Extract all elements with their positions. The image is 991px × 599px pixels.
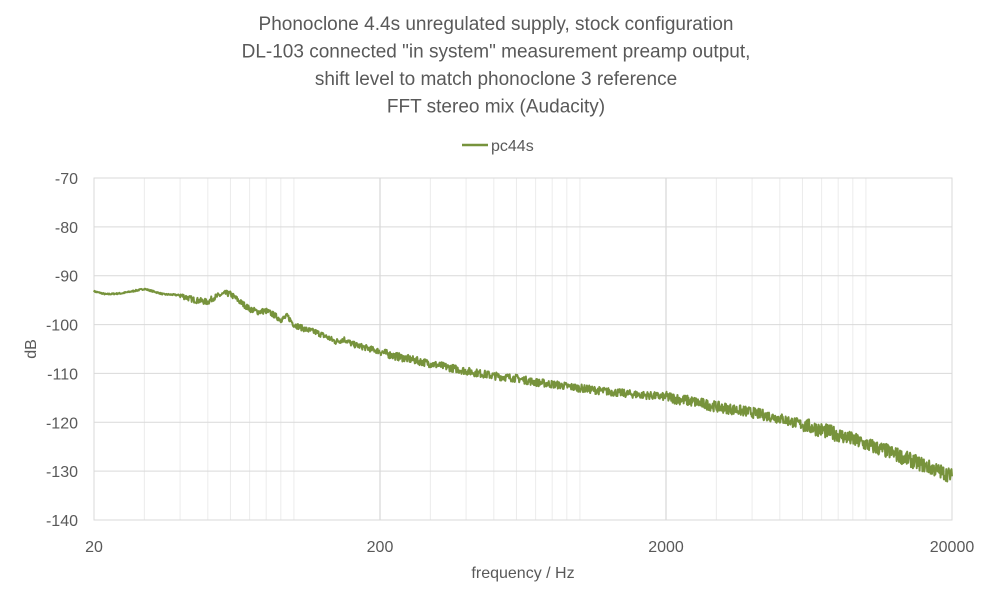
series-line-pc44s: [93, 287, 953, 483]
y-tick-label: -120: [46, 415, 78, 432]
title-line: shift level to match phonoclone 3 refere…: [315, 69, 677, 90]
x-tick-label: 20000: [930, 539, 975, 556]
y-tick-label: -100: [46, 318, 78, 335]
y-tick-label: -80: [55, 220, 78, 237]
chart-title: Phonoclone 4.4s unregulated supply, stoc…: [242, 14, 751, 118]
y-axis-label: dB: [23, 339, 40, 359]
legend: pc44s: [462, 138, 534, 155]
x-tick-label: 20: [85, 539, 103, 556]
series-area: [93, 287, 953, 483]
title-line: FFT stereo mix (Audacity): [387, 97, 605, 118]
x-axis-label: frequency / Hz: [471, 565, 574, 582]
y-tick-label: -140: [46, 513, 78, 530]
axis-ticks: -70 -80 -90 -100 -110 -120 -130 -140 20 200 2000 20…: [46, 171, 974, 556]
title-line: Phonoclone 4.4s unregulated supply, stoc…: [259, 14, 734, 35]
y-tick-label: -90: [55, 269, 78, 286]
y-tick-label: -70: [55, 171, 78, 188]
y-tick-label: -110: [47, 366, 78, 383]
x-tick-label: 200: [367, 539, 394, 556]
y-tick-label: -130: [46, 464, 78, 481]
plot-area: [93, 177, 953, 521]
x-tick-label: 2000: [648, 539, 684, 556]
legend-label: pc44s: [491, 138, 534, 155]
gridlines: [94, 177, 952, 521]
title-line: DL-103 connected "in system" measurement…: [242, 42, 751, 63]
